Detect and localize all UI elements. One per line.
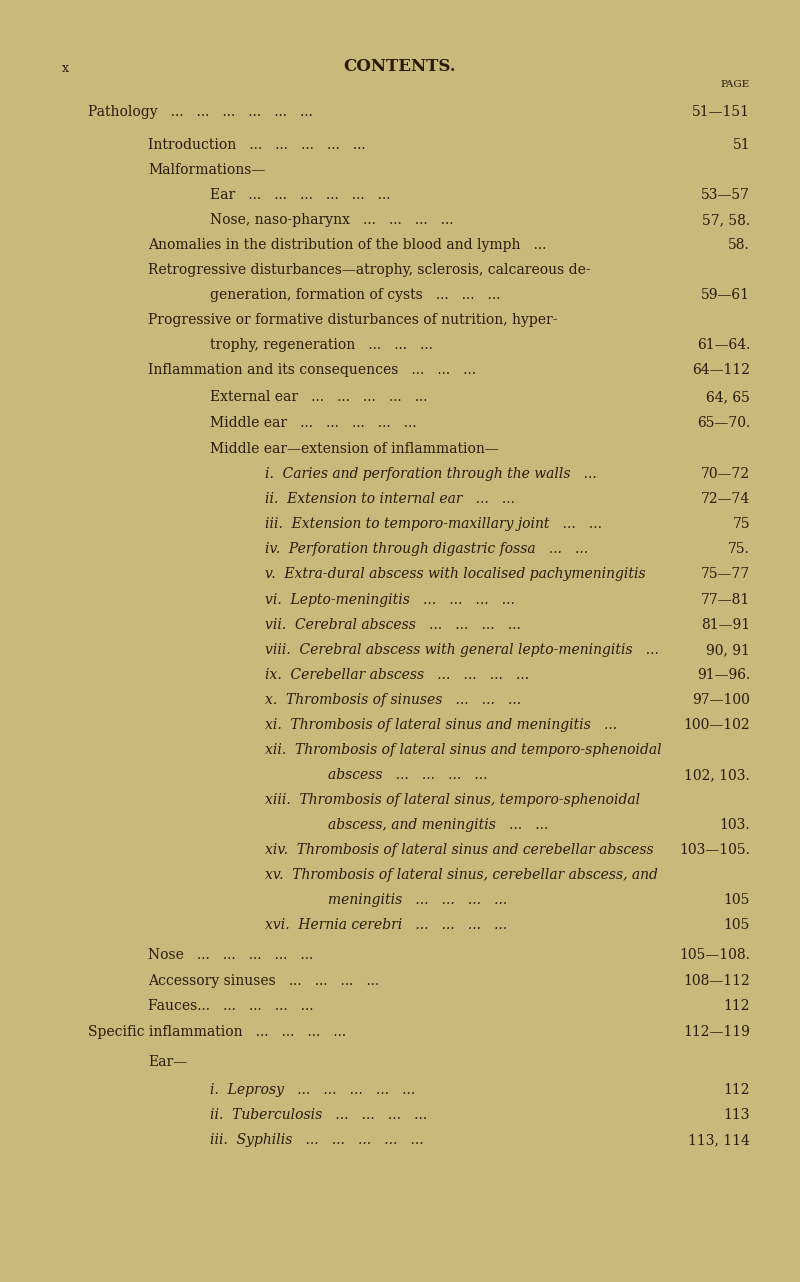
Text: 112: 112 (723, 999, 750, 1013)
Text: xiv.  Thrombosis of lateral sinus and cerebellar abscess: xiv. Thrombosis of lateral sinus and cer… (265, 844, 654, 856)
Text: abscess, and meningitis   ...   ...: abscess, and meningitis ... ... (328, 818, 548, 832)
Text: xi.  Thrombosis of lateral sinus and meningitis   ...: xi. Thrombosis of lateral sinus and meni… (265, 718, 617, 732)
Text: ii.  Extension to internal ear   ...   ...: ii. Extension to internal ear ... ... (265, 492, 515, 506)
Text: v.  Extra-dural abscess with localised pachymeningitis: v. Extra-dural abscess with localised pa… (265, 567, 646, 581)
Text: 65—70.: 65—70. (697, 415, 750, 429)
Text: Fauces...   ...   ...   ...   ...: Fauces... ... ... ... ... (148, 999, 314, 1013)
Text: xvi.  Hernia cerebri   ...   ...   ...   ...: xvi. Hernia cerebri ... ... ... ... (265, 918, 507, 932)
Text: x.  Thrombosis of sinuses   ...   ...   ...: x. Thrombosis of sinuses ... ... ... (265, 694, 521, 706)
Text: iii.  Extension to temporo-maxillary joint   ...   ...: iii. Extension to temporo-maxillary join… (265, 517, 602, 531)
Text: Pathology   ...   ...   ...   ...   ...   ...: Pathology ... ... ... ... ... ... (88, 105, 313, 119)
Text: vi.  Lepto-meningitis   ...   ...   ...   ...: vi. Lepto-meningitis ... ... ... ... (265, 594, 515, 606)
Text: 59—61: 59—61 (701, 288, 750, 303)
Text: generation, formation of cysts   ...   ...   ...: generation, formation of cysts ... ... .… (210, 288, 500, 303)
Text: 103.: 103. (719, 818, 750, 832)
Text: Malformations—: Malformations— (148, 163, 266, 177)
Text: meningitis   ...   ...   ...   ...: meningitis ... ... ... ... (328, 894, 507, 906)
Text: 72—74: 72—74 (701, 492, 750, 506)
Text: 70—72: 70—72 (701, 467, 750, 481)
Text: Accessory sinuses   ...   ...   ...   ...: Accessory sinuses ... ... ... ... (148, 974, 379, 988)
Text: 77—81: 77—81 (701, 594, 750, 606)
Text: 112—119: 112—119 (683, 1026, 750, 1038)
Text: 103—105.: 103—105. (679, 844, 750, 856)
Text: Anomalies in the distribution of the blood and lymph   ...: Anomalies in the distribution of the blo… (148, 238, 546, 253)
Text: xiii.  Thrombosis of lateral sinus, temporo-sphenoidal: xiii. Thrombosis of lateral sinus, tempo… (265, 794, 640, 806)
Text: Middle ear—extension of inflammation—: Middle ear—extension of inflammation— (210, 442, 498, 456)
Text: Middle ear   ...   ...   ...   ...   ...: Middle ear ... ... ... ... ... (210, 415, 417, 429)
Text: 108—112: 108—112 (683, 974, 750, 988)
Text: 90, 91: 90, 91 (706, 644, 750, 656)
Text: 58.: 58. (728, 238, 750, 253)
Text: Nose   ...   ...   ...   ...   ...: Nose ... ... ... ... ... (148, 947, 314, 962)
Text: 75—77: 75—77 (701, 567, 750, 581)
Text: vii.  Cerebral abscess   ...   ...   ...   ...: vii. Cerebral abscess ... ... ... ... (265, 618, 521, 632)
Text: xii.  Thrombosis of lateral sinus and temporo-sphenoidal: xii. Thrombosis of lateral sinus and tem… (265, 744, 662, 756)
Text: PAGE: PAGE (721, 79, 750, 88)
Text: Progressive or formative disturbances of nutrition, hyper-: Progressive or formative disturbances of… (148, 313, 558, 327)
Text: viii.  Cerebral abscess with general lepto-meningitis   ...: viii. Cerebral abscess with general lept… (265, 644, 659, 656)
Text: 97—100: 97—100 (692, 694, 750, 706)
Text: 75: 75 (732, 517, 750, 531)
Text: i.  Caries and perforation through the walls   ...: i. Caries and perforation through the wa… (265, 467, 597, 481)
Text: 75.: 75. (728, 542, 750, 556)
Text: ii.  Tuberculosis   ...   ...   ...   ...: ii. Tuberculosis ... ... ... ... (210, 1108, 427, 1122)
Text: trophy, regeneration   ...   ...   ...: trophy, regeneration ... ... ... (210, 338, 433, 353)
Text: 105—108.: 105—108. (679, 947, 750, 962)
Text: Retrogressive disturbances—atrophy, sclerosis, calcareous de-: Retrogressive disturbances—atrophy, scle… (148, 263, 590, 277)
Text: abscess   ...   ...   ...   ...: abscess ... ... ... ... (328, 768, 487, 782)
Text: 53—57: 53—57 (701, 188, 750, 203)
Text: iv.  Perforation through digastric fossa   ...   ...: iv. Perforation through digastric fossa … (265, 542, 588, 556)
Text: 64—112: 64—112 (692, 363, 750, 377)
Text: x: x (62, 62, 69, 76)
Text: 113, 114: 113, 114 (688, 1133, 750, 1147)
Text: External ear   ...   ...   ...   ...   ...: External ear ... ... ... ... ... (210, 390, 427, 404)
Text: iii.  Syphilis   ...   ...   ...   ...   ...: iii. Syphilis ... ... ... ... ... (210, 1133, 424, 1147)
Text: Ear—: Ear— (148, 1055, 187, 1069)
Text: i.  Leprosy   ...   ...   ...   ...   ...: i. Leprosy ... ... ... ... ... (210, 1083, 415, 1097)
Text: Inflammation and its consequences   ...   ...   ...: Inflammation and its consequences ... ..… (148, 363, 476, 377)
Text: 105: 105 (724, 894, 750, 906)
Text: xv.  Thrombosis of lateral sinus, cerebellar abscess, and: xv. Thrombosis of lateral sinus, cerebel… (265, 868, 658, 882)
Text: 51—151: 51—151 (692, 105, 750, 119)
Text: 102, 103.: 102, 103. (684, 768, 750, 782)
Text: ix.  Cerebellar abscess   ...   ...   ...   ...: ix. Cerebellar abscess ... ... ... ... (265, 668, 529, 682)
Text: 57, 58.: 57, 58. (702, 213, 750, 227)
Text: 113: 113 (723, 1108, 750, 1122)
Text: 105: 105 (724, 918, 750, 932)
Text: 112: 112 (723, 1083, 750, 1097)
Text: 64, 65: 64, 65 (706, 390, 750, 404)
Text: Specific inflammation   ...   ...   ...   ...: Specific inflammation ... ... ... ... (88, 1026, 346, 1038)
Text: 91—96.: 91—96. (697, 668, 750, 682)
Text: 51: 51 (732, 138, 750, 153)
Text: CONTENTS.: CONTENTS. (344, 58, 456, 76)
Text: 81—91: 81—91 (701, 618, 750, 632)
Text: Ear   ...   ...   ...   ...   ...   ...: Ear ... ... ... ... ... ... (210, 188, 390, 203)
Text: Nose, naso-pharynx   ...   ...   ...   ...: Nose, naso-pharynx ... ... ... ... (210, 213, 454, 227)
Text: 61—64.: 61—64. (697, 338, 750, 353)
Text: Introduction   ...   ...   ...   ...   ...: Introduction ... ... ... ... ... (148, 138, 366, 153)
Text: 100—102: 100—102 (683, 718, 750, 732)
